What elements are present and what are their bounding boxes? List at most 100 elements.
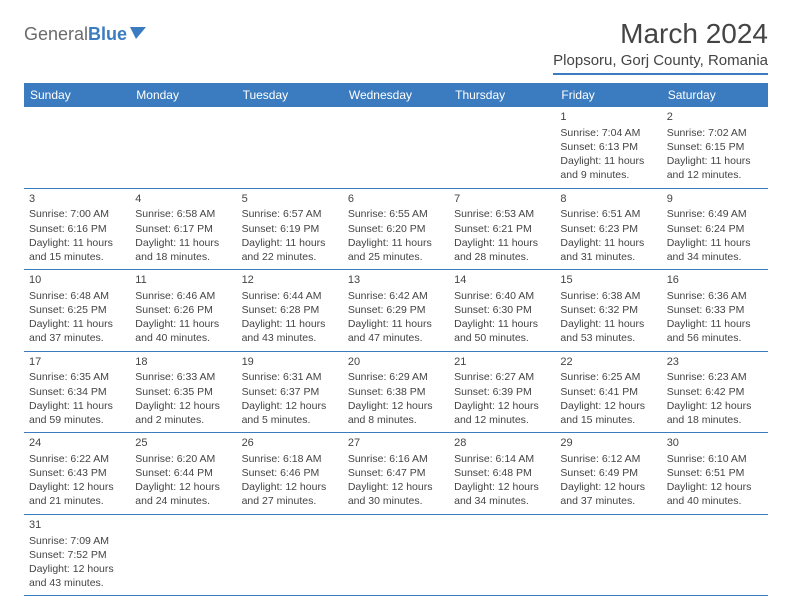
day-daylight: Daylight: 12 hours and 34 minutes.: [454, 480, 550, 508]
day-daylight: Daylight: 11 hours and 34 minutes.: [667, 236, 763, 264]
logo-text-2: Blue: [88, 24, 127, 45]
day-daylight: Daylight: 11 hours and 22 minutes.: [242, 236, 338, 264]
calendar-day-cell: 24Sunrise: 6:22 AMSunset: 6:43 PMDayligh…: [24, 433, 130, 515]
day-daylight: Daylight: 11 hours and 28 minutes.: [454, 236, 550, 264]
calendar-empty-cell: [343, 514, 449, 596]
day-number: 21: [454, 355, 550, 370]
calendar-empty-cell: [449, 514, 555, 596]
calendar-day-cell: 30Sunrise: 6:10 AMSunset: 6:51 PMDayligh…: [662, 433, 768, 515]
day-sunset: Sunset: 6:29 PM: [348, 303, 444, 317]
day-number: 18: [135, 355, 231, 370]
calendar-day-cell: 28Sunrise: 6:14 AMSunset: 6:48 PMDayligh…: [449, 433, 555, 515]
day-sunset: Sunset: 6:42 PM: [667, 385, 763, 399]
calendar-day-cell: 21Sunrise: 6:27 AMSunset: 6:39 PMDayligh…: [449, 351, 555, 433]
calendar-day-cell: 27Sunrise: 6:16 AMSunset: 6:47 PMDayligh…: [343, 433, 449, 515]
calendar-day-cell: 2Sunrise: 7:02 AMSunset: 6:15 PMDaylight…: [662, 107, 768, 188]
day-sunset: Sunset: 6:49 PM: [560, 466, 656, 480]
day-sunset: Sunset: 6:28 PM: [242, 303, 338, 317]
day-number: 22: [560, 355, 656, 370]
day-sunrise: Sunrise: 6:46 AM: [135, 289, 231, 303]
day-number: 1: [560, 110, 656, 125]
calendar-day-cell: 11Sunrise: 6:46 AMSunset: 6:26 PMDayligh…: [130, 270, 236, 352]
day-daylight: Daylight: 11 hours and 18 minutes.: [135, 236, 231, 264]
day-number: 2: [667, 110, 763, 125]
day-sunset: Sunset: 6:20 PM: [348, 222, 444, 236]
calendar-day-cell: 31Sunrise: 7:09 AMSunset: 7:52 PMDayligh…: [24, 514, 130, 596]
day-sunrise: Sunrise: 6:33 AM: [135, 370, 231, 384]
day-daylight: Daylight: 12 hours and 30 minutes.: [348, 480, 444, 508]
day-daylight: Daylight: 11 hours and 50 minutes.: [454, 317, 550, 345]
calendar-day-cell: 19Sunrise: 6:31 AMSunset: 6:37 PMDayligh…: [237, 351, 343, 433]
day-sunset: Sunset: 6:37 PM: [242, 385, 338, 399]
calendar-day-cell: 3Sunrise: 7:00 AMSunset: 6:16 PMDaylight…: [24, 188, 130, 270]
day-sunset: Sunset: 6:21 PM: [454, 222, 550, 236]
day-daylight: Daylight: 12 hours and 2 minutes.: [135, 399, 231, 427]
day-daylight: Daylight: 12 hours and 5 minutes.: [242, 399, 338, 427]
calendar-day-cell: 26Sunrise: 6:18 AMSunset: 6:46 PMDayligh…: [237, 433, 343, 515]
day-sunrise: Sunrise: 6:42 AM: [348, 289, 444, 303]
calendar-empty-cell: [130, 107, 236, 188]
day-sunrise: Sunrise: 6:23 AM: [667, 370, 763, 384]
day-sunrise: Sunrise: 6:53 AM: [454, 207, 550, 221]
day-number: 29: [560, 436, 656, 451]
calendar-body: 1Sunrise: 7:04 AMSunset: 6:13 PMDaylight…: [24, 107, 768, 596]
day-sunrise: Sunrise: 7:02 AM: [667, 126, 763, 140]
day-sunrise: Sunrise: 6:57 AM: [242, 207, 338, 221]
day-sunset: Sunset: 6:33 PM: [667, 303, 763, 317]
day-daylight: Daylight: 12 hours and 15 minutes.: [560, 399, 656, 427]
title-block: March 2024 Plopsoru, Gorj County, Romani…: [553, 18, 768, 75]
calendar-day-cell: 9Sunrise: 6:49 AMSunset: 6:24 PMDaylight…: [662, 188, 768, 270]
logo: GeneralBlue: [24, 24, 147, 45]
weekday-header: Monday: [130, 83, 236, 107]
day-daylight: Daylight: 12 hours and 24 minutes.: [135, 480, 231, 508]
day-number: 12: [242, 273, 338, 288]
flag-icon: [129, 24, 147, 45]
day-number: 10: [29, 273, 125, 288]
day-number: 13: [348, 273, 444, 288]
calendar-day-cell: 23Sunrise: 6:23 AMSunset: 6:42 PMDayligh…: [662, 351, 768, 433]
day-sunrise: Sunrise: 7:04 AM: [560, 126, 656, 140]
calendar-week-row: 3Sunrise: 7:00 AMSunset: 6:16 PM Daylight…: [24, 188, 768, 270]
day-number: 6: [348, 192, 444, 207]
day-sunrise: Sunrise: 6:12 AM: [560, 452, 656, 466]
day-sunrise: Sunrise: 6:36 AM: [667, 289, 763, 303]
day-sunset: Sunset: 6:24 PM: [667, 222, 763, 236]
day-number: 3: [29, 192, 125, 207]
day-sunrise: Sunrise: 7:00 AM: [29, 207, 125, 221]
calendar-table: SundayMondayTuesdayWednesdayThursdayFrid…: [24, 83, 768, 596]
day-number: 8: [560, 192, 656, 207]
day-daylight: Daylight: 11 hours and 25 minutes.: [348, 236, 444, 264]
day-number: 17: [29, 355, 125, 370]
day-sunrise: Sunrise: 6:18 AM: [242, 452, 338, 466]
calendar-empty-cell: [662, 514, 768, 596]
day-sunset: Sunset: 6:48 PM: [454, 466, 550, 480]
day-daylight: Daylight: 11 hours and 47 minutes.: [348, 317, 444, 345]
day-sunset: Sunset: 6:34 PM: [29, 385, 125, 399]
calendar-day-cell: 22Sunrise: 6:25 AMSunset: 6:41 PMDayligh…: [555, 351, 661, 433]
day-number: 19: [242, 355, 338, 370]
day-daylight: Daylight: 12 hours and 40 minutes.: [667, 480, 763, 508]
day-sunset: Sunset: 6:47 PM: [348, 466, 444, 480]
calendar-day-cell: 5Sunrise: 6:57 AMSunset: 6:19 PMDaylight…: [237, 188, 343, 270]
day-sunrise: Sunrise: 6:31 AM: [242, 370, 338, 384]
location: Plopsoru, Gorj County, Romania: [553, 52, 768, 75]
day-daylight: Daylight: 12 hours and 37 minutes.: [560, 480, 656, 508]
calendar-week-row: 24Sunrise: 6:22 AMSunset: 6:43 PMDayligh…: [24, 433, 768, 515]
day-sunset: Sunset: 6:38 PM: [348, 385, 444, 399]
day-sunrise: Sunrise: 6:48 AM: [29, 289, 125, 303]
day-number: 26: [242, 436, 338, 451]
day-sunset: Sunset: 6:35 PM: [135, 385, 231, 399]
calendar-empty-cell: [130, 514, 236, 596]
day-daylight: Daylight: 11 hours and 31 minutes.: [560, 236, 656, 264]
day-daylight: Daylight: 11 hours and 43 minutes.: [242, 317, 338, 345]
calendar-week-row: 17Sunrise: 6:35 AMSunset: 6:34 PMDayligh…: [24, 351, 768, 433]
logo-text-1: General: [24, 24, 88, 45]
day-sunset: Sunset: 6:41 PM: [560, 385, 656, 399]
day-number: 5: [242, 192, 338, 207]
day-sunset: Sunset: 6:39 PM: [454, 385, 550, 399]
day-daylight: Daylight: 12 hours and 43 minutes.: [29, 562, 125, 590]
day-number: 9: [667, 192, 763, 207]
day-sunset: Sunset: 6:16 PM: [29, 222, 125, 236]
day-sunrise: Sunrise: 6:44 AM: [242, 289, 338, 303]
day-daylight: Daylight: 12 hours and 8 minutes.: [348, 399, 444, 427]
